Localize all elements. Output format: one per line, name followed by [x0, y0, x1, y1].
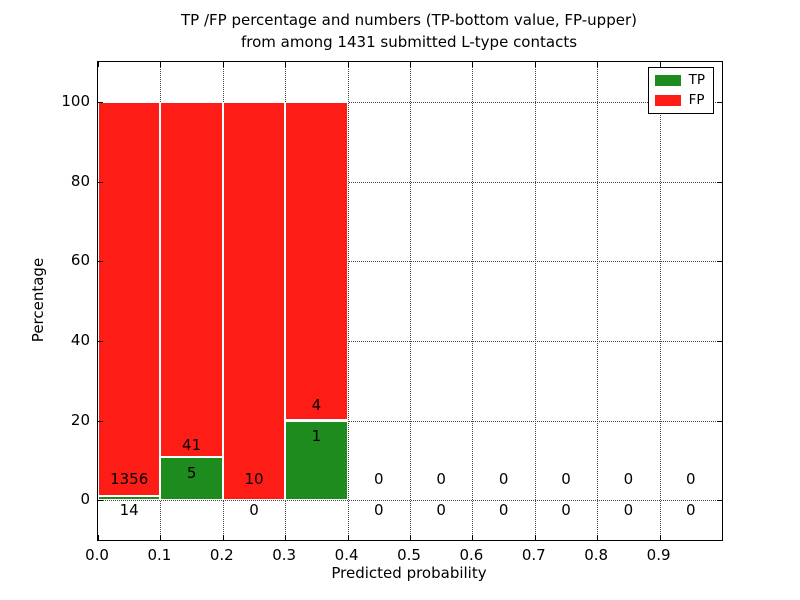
y-tick-label: 80 [70, 171, 90, 190]
bar-count-label: 0 [374, 470, 384, 489]
bar-count-label: 1 [311, 427, 322, 446]
legend-row: TP [654, 72, 705, 88]
tp-legend-swatch [654, 75, 681, 86]
y-tick-label: 60 [70, 251, 90, 270]
grid-line-vertical [472, 62, 474, 540]
grid-line-vertical [534, 62, 536, 540]
fp-bar-segment [98, 101, 161, 497]
x-tick-mark [347, 535, 349, 540]
x-tick-mark [160, 535, 162, 540]
x-tick-label: 0.8 [584, 546, 609, 564]
x-tick-mark [534, 62, 536, 67]
bar-count-label: 14 [119, 500, 139, 519]
legend-label: FP [688, 92, 705, 108]
bar-count-label: 0 [686, 470, 696, 489]
bar-count-label: 0 [436, 500, 446, 519]
bar-count-label: 0 [561, 500, 571, 519]
bar-count-label: 41 [182, 435, 202, 454]
fp-bar-segment [222, 101, 286, 501]
y-tick-mark [717, 261, 722, 263]
x-tick-label: 0.7 [521, 546, 546, 564]
x-tick-mark [347, 62, 349, 67]
plot-area: TP FP 1356 14 41 5 10 0 4 1 0 0 0 0 0 0 0 0 0 0 0 0 [97, 61, 723, 541]
fp-legend-swatch [654, 95, 681, 106]
tp-bar-segment [285, 420, 348, 501]
x-tick-mark [597, 535, 599, 540]
grid-line-vertical [659, 62, 661, 540]
x-tick-mark [472, 62, 474, 67]
tp-bar-segment [98, 496, 161, 501]
bar-count-label: 0 [374, 500, 384, 519]
x-tick-mark [410, 62, 411, 67]
bar-count-label: 0 [436, 470, 446, 489]
x-tick-label: 0.3 [272, 546, 297, 564]
y-tick-label: 100 [61, 91, 90, 110]
bar-count-label: 0 [623, 500, 634, 519]
x-tick-mark [472, 535, 474, 540]
x-tick-mark [534, 535, 536, 540]
y-tick-mark [717, 181, 722, 183]
y-tick-mark [717, 420, 722, 422]
x-tick-mark [410, 535, 411, 540]
y-tick-mark [717, 340, 722, 342]
y-tick-mark [98, 420, 103, 422]
x-tick-label: 0.4 [334, 546, 359, 564]
x-tick-label: 0.0 [85, 546, 109, 564]
bar-count-label: 1356 [110, 470, 149, 489]
bar-count-label: 0 [686, 500, 696, 519]
x-tick-mark [659, 535, 661, 540]
y-tick-mark [98, 181, 103, 183]
x-tick-mark [597, 62, 599, 67]
legend-row: FP [654, 92, 705, 108]
x-tick-mark [98, 62, 99, 67]
chart-title-line2: from among 1431 submitted L-type contact… [240, 33, 578, 51]
y-tick-label: 20 [70, 410, 90, 429]
bar-count-label: 10 [244, 470, 264, 489]
bar-count-label: 4 [311, 395, 322, 414]
legend: TP FP [647, 67, 714, 114]
chart-title-line1: TP /FP percentage and numbers (TP-bottom… [181, 11, 637, 29]
y-tick-mark [717, 500, 722, 502]
fp-bar-segment [285, 101, 348, 421]
grid-line-vertical [410, 62, 411, 540]
x-tick-mark [222, 535, 224, 540]
y-tick-label: 40 [70, 330, 90, 349]
bar-count-label: 5 [186, 464, 197, 483]
y-tick-label: 0 [80, 490, 90, 509]
legend-label: TP [688, 72, 705, 88]
x-tick-label: 0.6 [459, 546, 484, 564]
x-axis-label: Predicted probability [331, 564, 487, 582]
y-tick-mark [98, 261, 103, 263]
x-tick-mark [659, 62, 661, 67]
x-tick-mark [222, 62, 224, 67]
x-tick-label: 0.9 [646, 546, 671, 564]
x-tick-mark [160, 62, 162, 67]
chart-title: TP /FP percentage and numbers (TP-bottom… [97, 9, 721, 53]
x-tick-mark [285, 535, 287, 540]
grid-line-vertical [597, 62, 599, 540]
x-tick-label: 0.5 [397, 546, 421, 564]
y-tick-mark [98, 101, 103, 103]
bar-count-label: 0 [623, 470, 634, 489]
x-tick-label: 0.1 [147, 546, 172, 564]
tp-bar-segment [160, 456, 223, 501]
bar-count-label: 0 [498, 470, 509, 489]
y-tick-mark [98, 500, 103, 502]
bar-count-label: 0 [249, 500, 259, 519]
x-tick-mark [98, 535, 99, 540]
y-tick-mark [717, 101, 722, 103]
bar-count-label: 0 [561, 470, 571, 489]
x-tick-mark [285, 62, 287, 67]
x-tick-label: 0.2 [209, 546, 234, 564]
y-tick-mark [98, 340, 103, 342]
fp-bar-segment [160, 101, 223, 457]
grid-line-vertical [347, 62, 349, 540]
bar-count-label: 0 [498, 500, 509, 519]
